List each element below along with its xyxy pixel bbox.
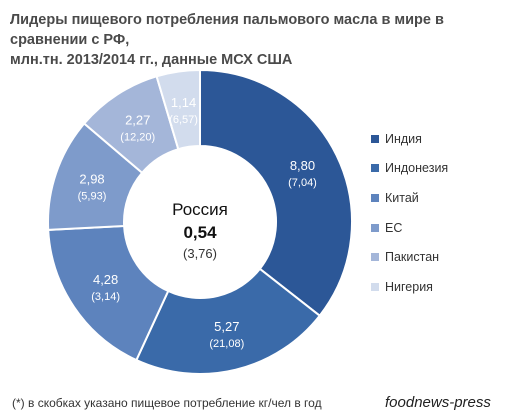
slice-percapita-label-1: (21,08) bbox=[209, 338, 244, 350]
donut-slices bbox=[47, 68, 353, 375]
slice-value-label-0: 8,80 bbox=[290, 158, 315, 173]
center-label: Россия 0,54 (3,76) bbox=[172, 200, 228, 261]
slice-value-label-2: 4,28 bbox=[93, 272, 118, 287]
watermark-logo: foodnews-press bbox=[385, 394, 491, 411]
slice-percapita-label-5: (6,57) bbox=[169, 114, 198, 126]
center-sub-label: (3,76) bbox=[183, 246, 217, 261]
legend-label-5: Нигерия bbox=[385, 279, 433, 294]
legend-item-5: Нигерия bbox=[371, 272, 448, 302]
legend-label-1: Индонезия bbox=[385, 161, 449, 176]
legend-label-2: Китай bbox=[385, 190, 419, 205]
legend-item-4: Пакистан bbox=[371, 242, 448, 272]
legend-swatch-3 bbox=[371, 223, 379, 232]
slice-percapita-label-2: (3,14) bbox=[91, 291, 120, 303]
donut-slice-0 bbox=[199, 68, 353, 318]
legend-label-3: ЕС bbox=[385, 220, 403, 235]
chart-title-line-1: Лидеры пищевого потребления пальмового м… bbox=[10, 12, 444, 48]
legend-swatch-2 bbox=[371, 193, 379, 202]
chart-title-line-2: млн.тн. 2013/2014 гг., данные МСХ США bbox=[10, 52, 293, 68]
legend-label-4: Пакистан bbox=[385, 250, 440, 265]
legend-swatch-1 bbox=[371, 164, 379, 173]
legend-item-3: ЕС bbox=[371, 213, 448, 243]
chart-title: Лидеры пищевого потребления пальмового м… bbox=[10, 10, 502, 70]
slice-value-label-3: 2,98 bbox=[79, 171, 104, 186]
center-country-label: Россия bbox=[172, 200, 228, 219]
donut-slice-5 bbox=[155, 68, 201, 151]
donut-slice-2 bbox=[47, 224, 170, 362]
chart-legend: Индия Индонезия Китай ЕС Пакистан Нигерия bbox=[371, 124, 448, 302]
slice-percapita-label-4: (12,20) bbox=[120, 132, 155, 144]
donut-slice-1 bbox=[135, 267, 322, 375]
center-value-label: 0,54 bbox=[183, 223, 217, 242]
slice-percapita-label-0: (7,04) bbox=[288, 177, 317, 189]
slice-percapita-label-3: (5,93) bbox=[78, 190, 107, 202]
slice-value-label-1: 5,27 bbox=[214, 319, 239, 334]
legend-item-2: Китай bbox=[371, 183, 448, 213]
legend-swatch-4 bbox=[371, 253, 379, 262]
donut-slice-labels: 8,80 (7,04) 5,27 (21,08) 4,28 (3,14) 2,98 (5,93… bbox=[78, 95, 317, 350]
slice-value-label-5: 1,14 bbox=[171, 95, 196, 110]
legend-item-0: Индия bbox=[371, 124, 448, 154]
legend-item-1: Индонезия bbox=[371, 154, 448, 184]
legend-label-0: Индия bbox=[385, 131, 422, 146]
legend-swatch-5 bbox=[371, 282, 379, 291]
legend-swatch-0 bbox=[371, 134, 379, 143]
slice-value-label-4: 2,27 bbox=[125, 113, 150, 128]
footnote: (*) в скобках указано пищевое потреблени… bbox=[12, 396, 322, 410]
